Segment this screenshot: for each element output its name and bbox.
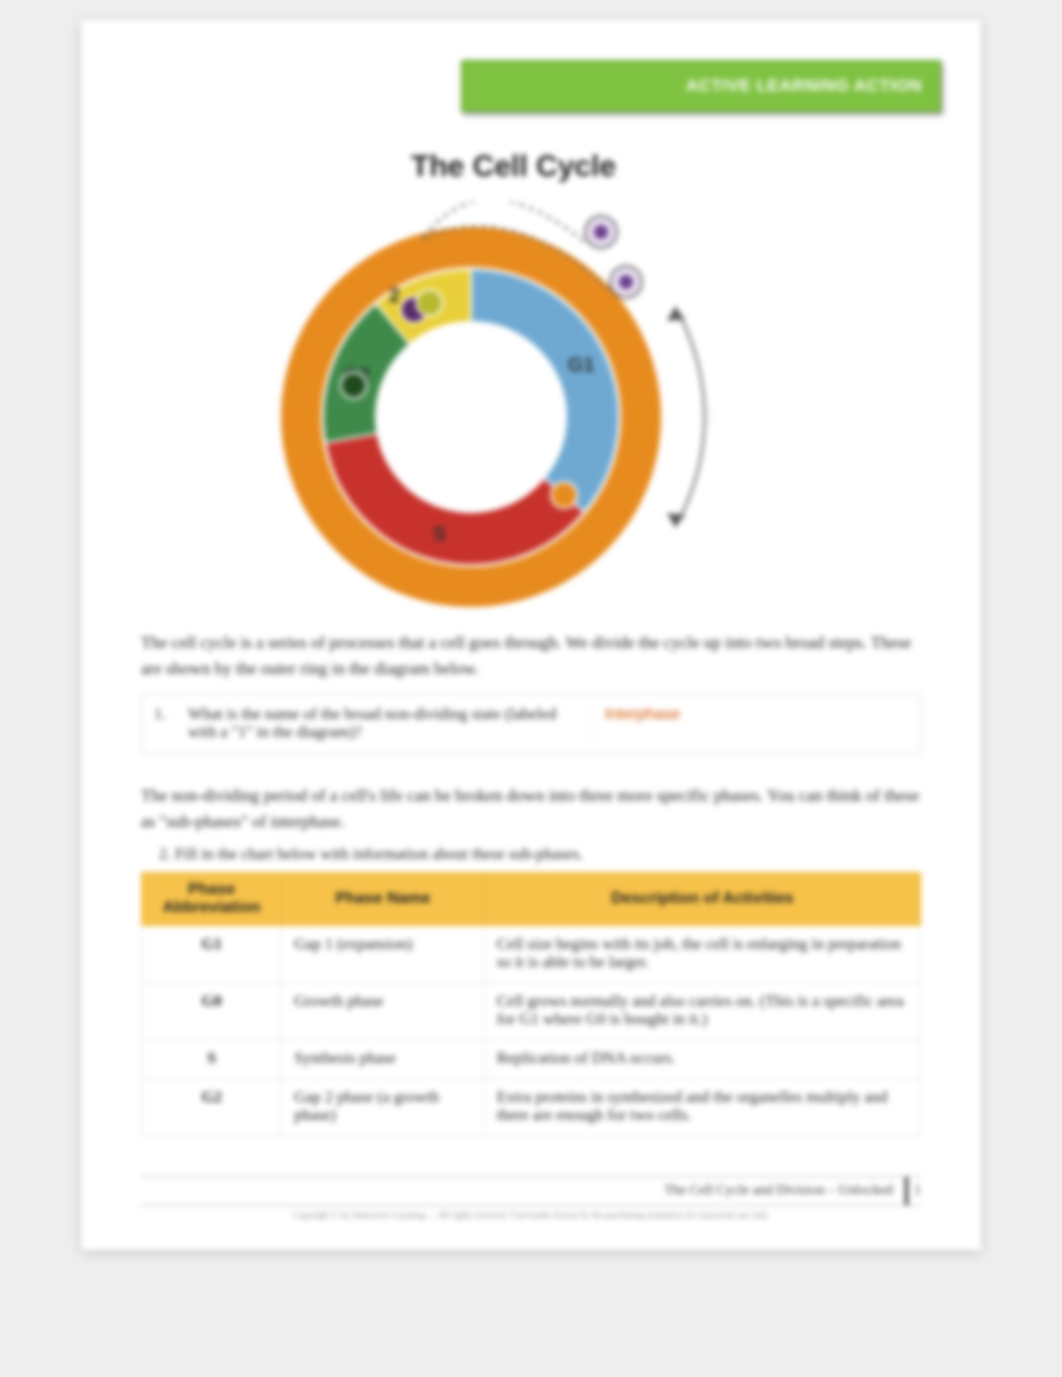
svg-text:S: S: [433, 523, 446, 545]
question-1: 1. What is the name of the broad non-div…: [141, 693, 921, 755]
col-name: Phase Name: [282, 873, 485, 926]
page-title: The Cell Cycle: [411, 150, 921, 184]
q1-number: 1.: [142, 694, 178, 754]
cell-abbr: G2: [142, 1079, 282, 1136]
table-row: G0Growth phaseCell grows normally and al…: [142, 983, 921, 1040]
svg-text:2: 2: [389, 285, 400, 307]
col-desc: Description of Activities: [484, 873, 920, 926]
svg-text:1: 1: [709, 403, 711, 428]
q1-answer: Interphase: [591, 694, 920, 754]
footer-title: The Cell Cycle and Division – Unlocked: [664, 1183, 893, 1199]
cell-desc: Replication of DNA occurs.: [484, 1040, 920, 1079]
cycle-svg: G1SG2M12: [271, 202, 711, 612]
cell-name: Growth phase: [282, 983, 485, 1040]
table-header-row: Phase Abbreviation Phase Name Descriptio…: [142, 873, 921, 926]
cell-desc: Cell size begins with its job, the cell …: [484, 926, 920, 983]
table-row: G1Gap 1 (expansion)Cell size begins with…: [142, 926, 921, 983]
page-footer: The Cell Cycle and Division – Unlocked 1: [141, 1176, 921, 1206]
paragraph-2: The non-dividing period of a cell's life…: [141, 783, 921, 834]
worksheet-page: ACTIVE LEARNING ACTION The Cell Cycle G1…: [81, 20, 981, 1250]
col-abbr: Phase Abbreviation: [142, 873, 282, 926]
cell-name: Gap 2 phase (a growth phase): [282, 1079, 485, 1136]
question-2-instruction: 2. Fill in the chart below with informat…: [159, 846, 921, 864]
footer-separator: [905, 1177, 908, 1205]
copyright-line: Copyright © by Interactive Learning — Al…: [141, 1210, 921, 1220]
footer-page: 1: [914, 1183, 921, 1199]
cell-cycle-diagram: G1SG2M12: [271, 202, 1051, 612]
cell-name: Synthesis phase: [282, 1040, 485, 1079]
phases-table: Phase Abbreviation Phase Name Descriptio…: [141, 872, 921, 1136]
cell-abbr: G1: [142, 926, 282, 983]
cell-desc: Extra proteins in synthesized and the or…: [484, 1079, 920, 1136]
unit-banner: ACTIVE LEARNING ACTION: [461, 60, 941, 112]
cell-desc: Cell grows normally and also carries on.…: [484, 983, 920, 1040]
banner-text: ACTIVE LEARNING ACTION: [686, 76, 922, 96]
table-row: SSynthesis phaseReplication of DNA occur…: [142, 1040, 921, 1079]
q1-text: What is the name of the broad non-dividi…: [178, 694, 591, 754]
intro-paragraph: The cell cycle is a series of processes …: [141, 630, 921, 681]
cell-abbr: G0: [142, 983, 282, 1040]
cell-name: Gap 1 (expansion): [282, 926, 485, 983]
cell-abbr: S: [142, 1040, 282, 1079]
svg-text:G1: G1: [568, 355, 595, 377]
table-row: G2Gap 2 phase (a growth phase)Extra prot…: [142, 1079, 921, 1136]
